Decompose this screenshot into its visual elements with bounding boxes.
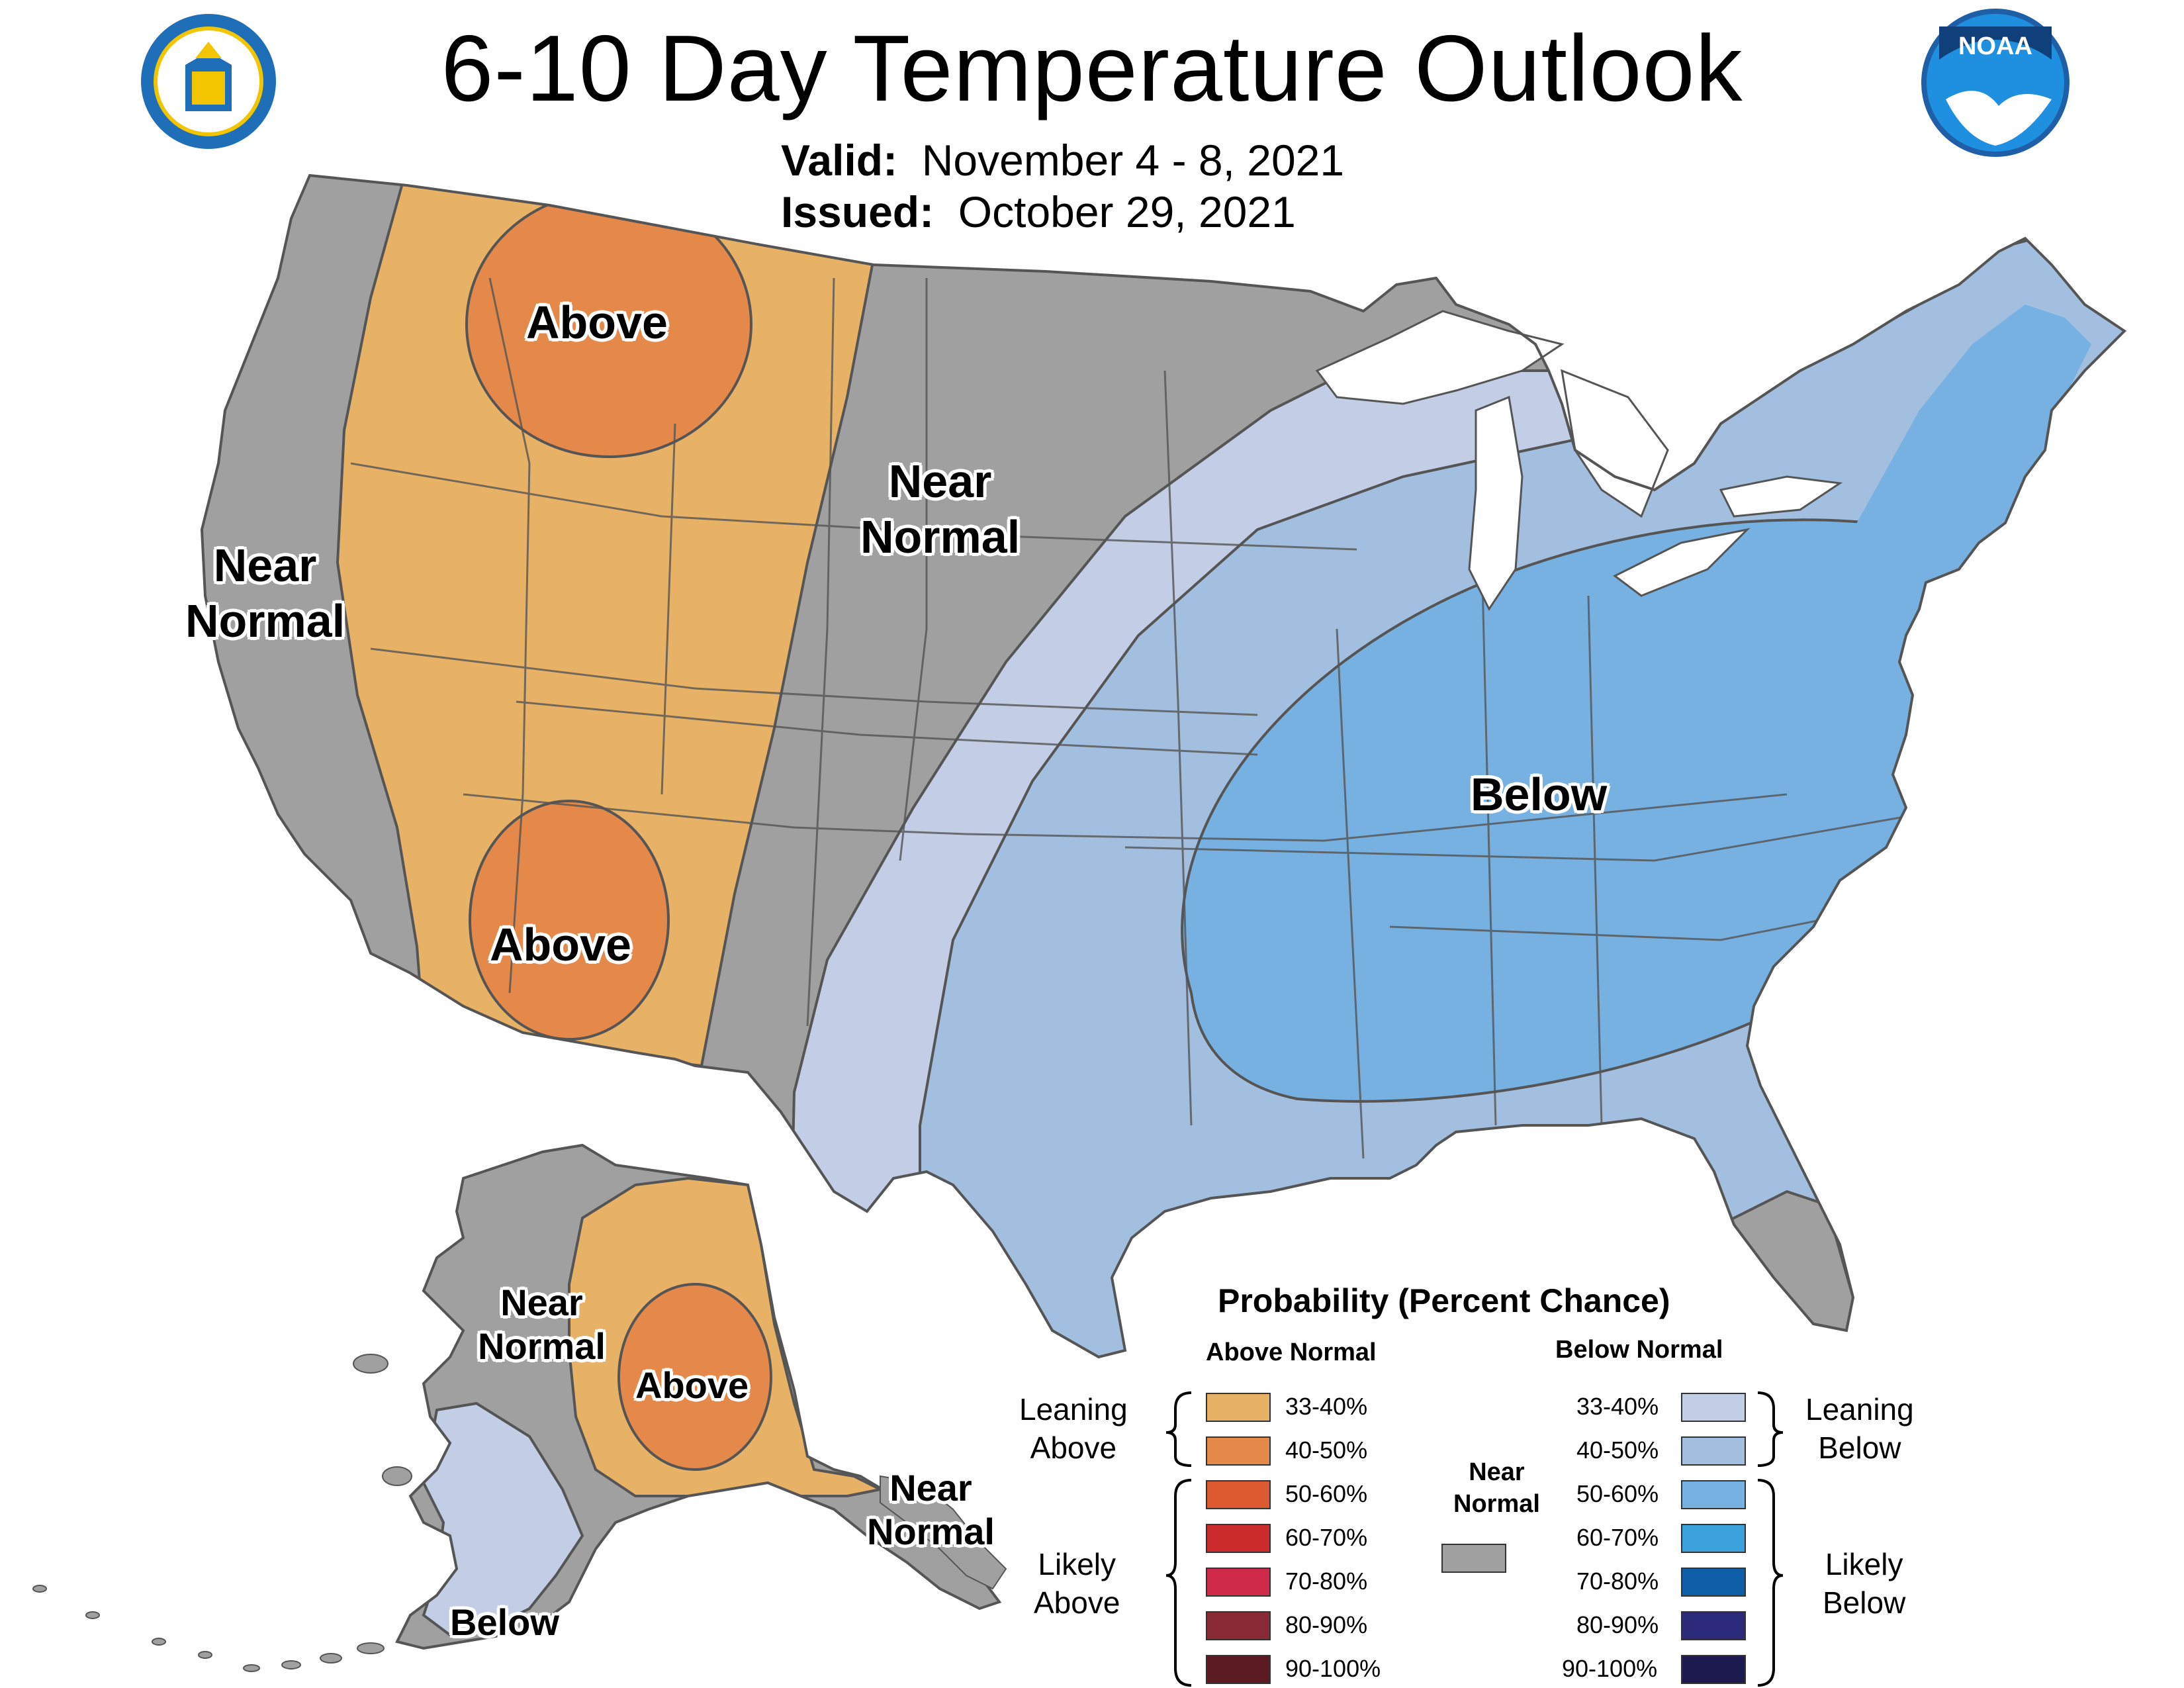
legend-below-swatch-1 [1681,1436,1746,1466]
legend-below-header: Below Normal [1555,1336,1723,1364]
label-above-south: Above [490,919,631,970]
legend-below-label-2: 50-60% [1576,1480,1659,1507]
legend-above-swatch-5 [1206,1611,1271,1640]
legend-likely-below: Likely Below [1823,1547,1906,1620]
legend-below-swatch-0 [1681,1393,1746,1422]
label-ak-near-normal-southeast: Near Normal [867,1467,995,1552]
legend-below-label-0: 33-40% [1576,1393,1659,1420]
legend-above-swatch-2 [1206,1480,1271,1509]
legend-below-label-4: 70-80% [1576,1568,1659,1595]
label-near-normal-west: Near Normal [185,539,345,647]
legend-title: Probability (Percent Chance) [1218,1282,1670,1319]
noaa-text: NOAA [1958,32,2032,60]
label-ak-below: Below [450,1601,559,1643]
ak-panhandle [880,1475,1007,1590]
alaska-outline [395,1143,1002,1650]
label-ak-near-normal-west: Near Normal [478,1282,606,1367]
commerce-seal-icon [139,12,278,151]
legend-below-swatch-6 [1681,1655,1746,1684]
legend-below-swatch-4 [1681,1568,1746,1597]
legend-below-swatch-5 [1681,1611,1746,1640]
legend-below-label-3: 60-70% [1576,1524,1659,1551]
legend-above-swatch-0 [1206,1393,1271,1422]
valid-value: November 4 - 8, 2021 [921,136,1345,185]
issued-label: Issued: [781,187,934,236]
legend-leaning-above: Leaning Above [1019,1392,1128,1465]
legend-likely-above: Likely Above [1034,1547,1120,1620]
legend-above-header: Above Normal [1206,1338,1377,1366]
conus-outline [200,173,2127,1359]
label-below-east: Below [1471,769,1608,820]
legend-above-swatch-4 [1206,1568,1271,1597]
below-50-60-northeast [1787,305,2091,662]
valid-dates: Valid: November 4 - 8, 2021 [781,135,1344,185]
legend-above-swatch-3 [1206,1524,1271,1553]
issued-date: Issued: October 29, 2021 [781,187,1296,237]
legend-near-normal-label: Near Normal [1453,1458,1540,1518]
above-40-50-south [469,800,670,1041]
valid-label: Valid: [781,136,898,185]
issued-value: October 29, 2021 [958,187,1296,236]
legend-above-swatch-1 [1206,1436,1271,1466]
legend-above-label-3: 60-70% [1285,1524,1368,1551]
legend-leaning-below: Leaning Below [1805,1392,1914,1465]
legend-above-label-2: 50-60% [1285,1480,1368,1507]
legend-below-label-5: 80-90% [1576,1611,1659,1638]
legend-above-label-5: 80-90% [1285,1611,1368,1638]
legend-near-normal-swatch [1441,1544,1506,1573]
legend-above-label-4: 70-80% [1285,1568,1368,1595]
legend-above-label-0: 33-40% [1285,1393,1368,1420]
page-title: 6-10 Day Temperature Outlook [441,16,1743,121]
noaa-logo-icon: NOAA [1919,7,2071,159]
legend-above-label-1: 40-50% [1285,1436,1368,1464]
legend-below-swatch-2 [1681,1480,1746,1509]
label-ak-above: Above [635,1364,749,1406]
ak-above-40-50-region [617,1283,772,1471]
legend-above-swatch-6 [1206,1655,1271,1684]
aleutian-islands [32,1354,412,1672]
legend-below-label-1: 40-50% [1576,1436,1659,1464]
state-lines [350,277,1920,1159]
legend-below-swatch-3 [1681,1524,1746,1553]
legend-below-label-6: 90-100% [1562,1655,1658,1682]
label-above-north: Above [526,297,668,348]
legend-above-label-6: 90-100% [1285,1655,1381,1682]
label-near-normal-central: Near Normal [860,455,1021,563]
